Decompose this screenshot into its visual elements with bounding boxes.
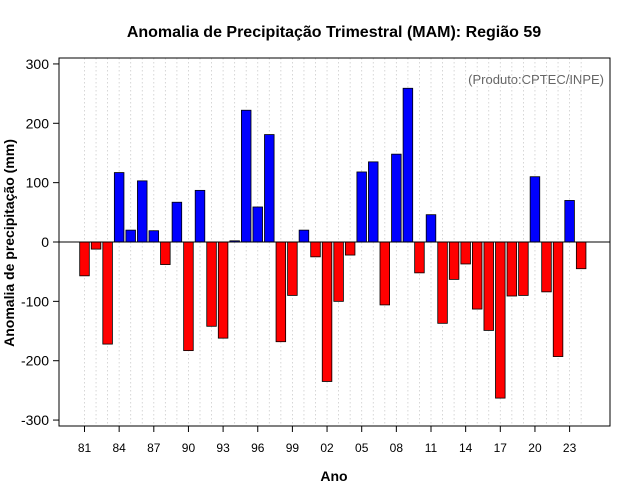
y-tick-label: 100 — [26, 175, 50, 191]
bar-2009 — [402, 87, 414, 243]
bar-1997 — [264, 134, 275, 243]
x-tick-label: 93 — [216, 441, 230, 455]
bar-1986 — [137, 180, 148, 243]
y-tick-label: -300 — [21, 412, 49, 428]
y-tick-label: 0 — [41, 234, 49, 250]
x-tick-label: 23 — [563, 441, 577, 455]
bar-2016 — [483, 241, 494, 331]
bar-2001 — [310, 241, 321, 258]
bar-1991 — [194, 189, 206, 243]
x-tick-label: 81 — [78, 441, 92, 455]
y-tick-label: -200 — [21, 353, 49, 369]
y-tick-label: 200 — [26, 115, 50, 131]
bar-2017 — [495, 241, 506, 399]
x-tick-label: 02 — [320, 441, 334, 455]
bar-2012 — [437, 241, 448, 324]
bar-1996 — [252, 206, 263, 243]
bar-2011 — [425, 214, 437, 243]
y-tick-label: -100 — [21, 293, 49, 309]
bar-1984 — [113, 172, 125, 243]
bar-2015 — [471, 241, 483, 310]
bar-2020 — [529, 176, 541, 243]
bar-2008 — [391, 153, 402, 243]
bar-2000 — [298, 229, 310, 243]
bar-1998 — [275, 241, 287, 343]
bar-2018 — [506, 241, 518, 297]
chart-title: Anomalia de Precipitação Trimestral (MAM… — [127, 24, 541, 41]
y-axis-label: Anomalia de precipitação (mm) — [1, 139, 17, 347]
x-tick-label: 11 — [425, 441, 438, 455]
bars — [79, 87, 587, 399]
bar-1981 — [79, 241, 90, 277]
bar-2024 — [575, 241, 587, 270]
bar-2003 — [333, 241, 344, 302]
x-tick-label: 96 — [251, 441, 265, 455]
x-tick-label: 14 — [459, 441, 473, 455]
bar-1987 — [148, 230, 160, 243]
x-tick-label: 90 — [182, 441, 196, 455]
bar-2019 — [518, 241, 529, 296]
bar-2014 — [460, 241, 471, 265]
bar-1988 — [160, 241, 171, 265]
bar-1995 — [240, 109, 252, 243]
axes: -300 -200 -100 0 100 200 300 81 84 87 90 93 96 99 02 05… — [21, 56, 611, 455]
x-tick-label: 87 — [147, 441, 161, 455]
x-tick-label: 05 — [355, 441, 369, 455]
x-tick-label: 99 — [286, 441, 300, 455]
bar-2023 — [564, 200, 575, 243]
bar-2022 — [552, 241, 564, 357]
bar-2007 — [379, 241, 391, 306]
bar-1999 — [287, 241, 298, 296]
x-tick-label: 20 — [528, 441, 542, 455]
bar-2006 — [368, 161, 379, 243]
bar-2004 — [344, 241, 356, 256]
x-tick-label: 17 — [494, 441, 508, 455]
bar-1982 — [90, 241, 102, 250]
bar-2005 — [356, 171, 367, 243]
product-annotation: (Produto:CPTEC/INPE) — [468, 72, 604, 87]
bar-2013 — [448, 241, 460, 280]
bar-1983 — [102, 241, 113, 345]
bar-2002 — [321, 241, 333, 382]
bar-1993 — [217, 241, 229, 339]
bar-1992 — [206, 241, 217, 327]
bar-1990 — [183, 241, 194, 352]
bar-2010 — [414, 241, 425, 274]
x-tick-label: 08 — [390, 441, 404, 455]
bar-1989 — [171, 201, 183, 243]
bar-2021 — [541, 241, 552, 293]
x-tick-label: 84 — [112, 441, 126, 455]
y-tick-label: 300 — [26, 56, 50, 72]
x-axis-label: Ano — [320, 468, 347, 484]
bar-1985 — [125, 229, 136, 243]
